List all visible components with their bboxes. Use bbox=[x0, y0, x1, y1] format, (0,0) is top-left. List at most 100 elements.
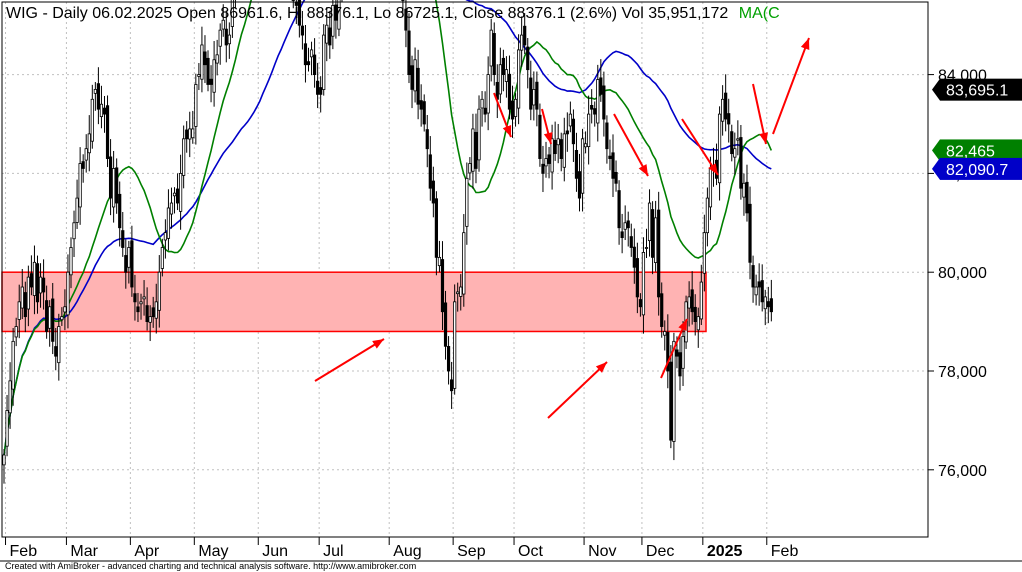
candle bbox=[577, 153, 582, 212]
candle bbox=[163, 219, 167, 259]
candle bbox=[203, 35, 207, 84]
candle bbox=[166, 189, 171, 251]
annotation-arrow bbox=[660, 318, 688, 379]
candle bbox=[599, 59, 603, 102]
candle bbox=[90, 84, 94, 149]
candle bbox=[221, 4, 225, 37]
candle bbox=[145, 287, 149, 331]
candle bbox=[486, 56, 490, 131]
price-badge-label: 83,695.1 bbox=[946, 83, 1008, 100]
candle bbox=[535, 71, 539, 127]
candle bbox=[191, 110, 195, 144]
candle bbox=[428, 136, 432, 201]
candle bbox=[730, 124, 734, 162]
candle bbox=[230, 0, 234, 38]
annotation-arrow bbox=[772, 37, 810, 135]
candle bbox=[559, 132, 563, 172]
candle bbox=[227, 22, 231, 59]
candle bbox=[172, 187, 177, 214]
candle bbox=[763, 289, 767, 326]
candle bbox=[112, 150, 116, 223]
month-label: 2025 bbox=[707, 543, 743, 560]
candle bbox=[2, 449, 6, 484]
candle bbox=[63, 289, 67, 331]
candle bbox=[316, 62, 320, 109]
annotation-arrow bbox=[681, 118, 719, 176]
candle bbox=[200, 26, 204, 93]
candle bbox=[197, 63, 201, 91]
candle bbox=[593, 101, 597, 127]
candle bbox=[325, 7, 329, 62]
candle bbox=[465, 162, 469, 245]
candle bbox=[489, 18, 493, 82]
candle bbox=[641, 237, 646, 334]
candle bbox=[690, 271, 694, 325]
candle bbox=[431, 166, 435, 218]
candle bbox=[209, 65, 213, 103]
candle bbox=[504, 56, 509, 98]
candle bbox=[596, 64, 600, 142]
candle bbox=[614, 160, 618, 192]
candle bbox=[532, 71, 536, 121]
annotation-arrow bbox=[314, 338, 385, 382]
candle bbox=[124, 239, 128, 289]
candle bbox=[760, 264, 764, 312]
candle bbox=[78, 147, 82, 225]
month-label: Apr bbox=[134, 543, 160, 560]
candle bbox=[568, 101, 572, 133]
candle bbox=[724, 74, 728, 132]
candle bbox=[179, 154, 183, 230]
candle bbox=[102, 95, 107, 133]
candle bbox=[602, 71, 606, 137]
candle bbox=[309, 41, 314, 76]
candle bbox=[678, 333, 682, 391]
candle bbox=[8, 362, 12, 429]
candle bbox=[160, 238, 164, 277]
y-tick-label: 76,000 bbox=[938, 463, 987, 480]
candle bbox=[297, 0, 301, 38]
candle bbox=[23, 281, 27, 333]
annotation-arrows bbox=[314, 37, 810, 419]
candle bbox=[148, 305, 152, 342]
candle bbox=[696, 307, 700, 348]
candle bbox=[754, 274, 758, 306]
candles bbox=[2, 0, 773, 484]
candle bbox=[736, 120, 740, 156]
candle bbox=[322, 24, 326, 96]
candle bbox=[66, 254, 70, 329]
month-label: Nov bbox=[588, 543, 616, 560]
candle bbox=[419, 84, 423, 127]
candle bbox=[60, 307, 64, 326]
candle bbox=[139, 293, 143, 320]
candle bbox=[647, 189, 652, 257]
candle bbox=[687, 281, 691, 327]
y-tick-label: 78,000 bbox=[938, 364, 987, 381]
candle bbox=[425, 114, 429, 168]
price-badge: 83,695.1 bbox=[932, 78, 1022, 101]
candle bbox=[529, 60, 533, 121]
candle bbox=[757, 263, 761, 306]
candle bbox=[571, 109, 576, 162]
candle bbox=[11, 328, 15, 406]
candle bbox=[416, 49, 420, 120]
candle bbox=[96, 67, 100, 125]
candle bbox=[35, 255, 40, 314]
candle bbox=[623, 205, 627, 241]
candle bbox=[626, 211, 630, 247]
candle bbox=[699, 264, 703, 325]
candle bbox=[523, 13, 527, 55]
candle bbox=[766, 286, 770, 324]
candle bbox=[620, 213, 624, 254]
footer-credit: Created with AmiBroker - advanced charti… bbox=[5, 561, 416, 571]
candle bbox=[501, 49, 505, 92]
candle bbox=[29, 255, 34, 296]
candle bbox=[17, 284, 21, 339]
candle bbox=[672, 332, 676, 461]
candle bbox=[303, 25, 308, 83]
candle bbox=[410, 55, 414, 109]
candle bbox=[115, 158, 119, 214]
candle bbox=[468, 157, 472, 181]
candle bbox=[663, 320, 667, 351]
month-label: Jul bbox=[323, 543, 343, 560]
candle bbox=[20, 268, 24, 320]
